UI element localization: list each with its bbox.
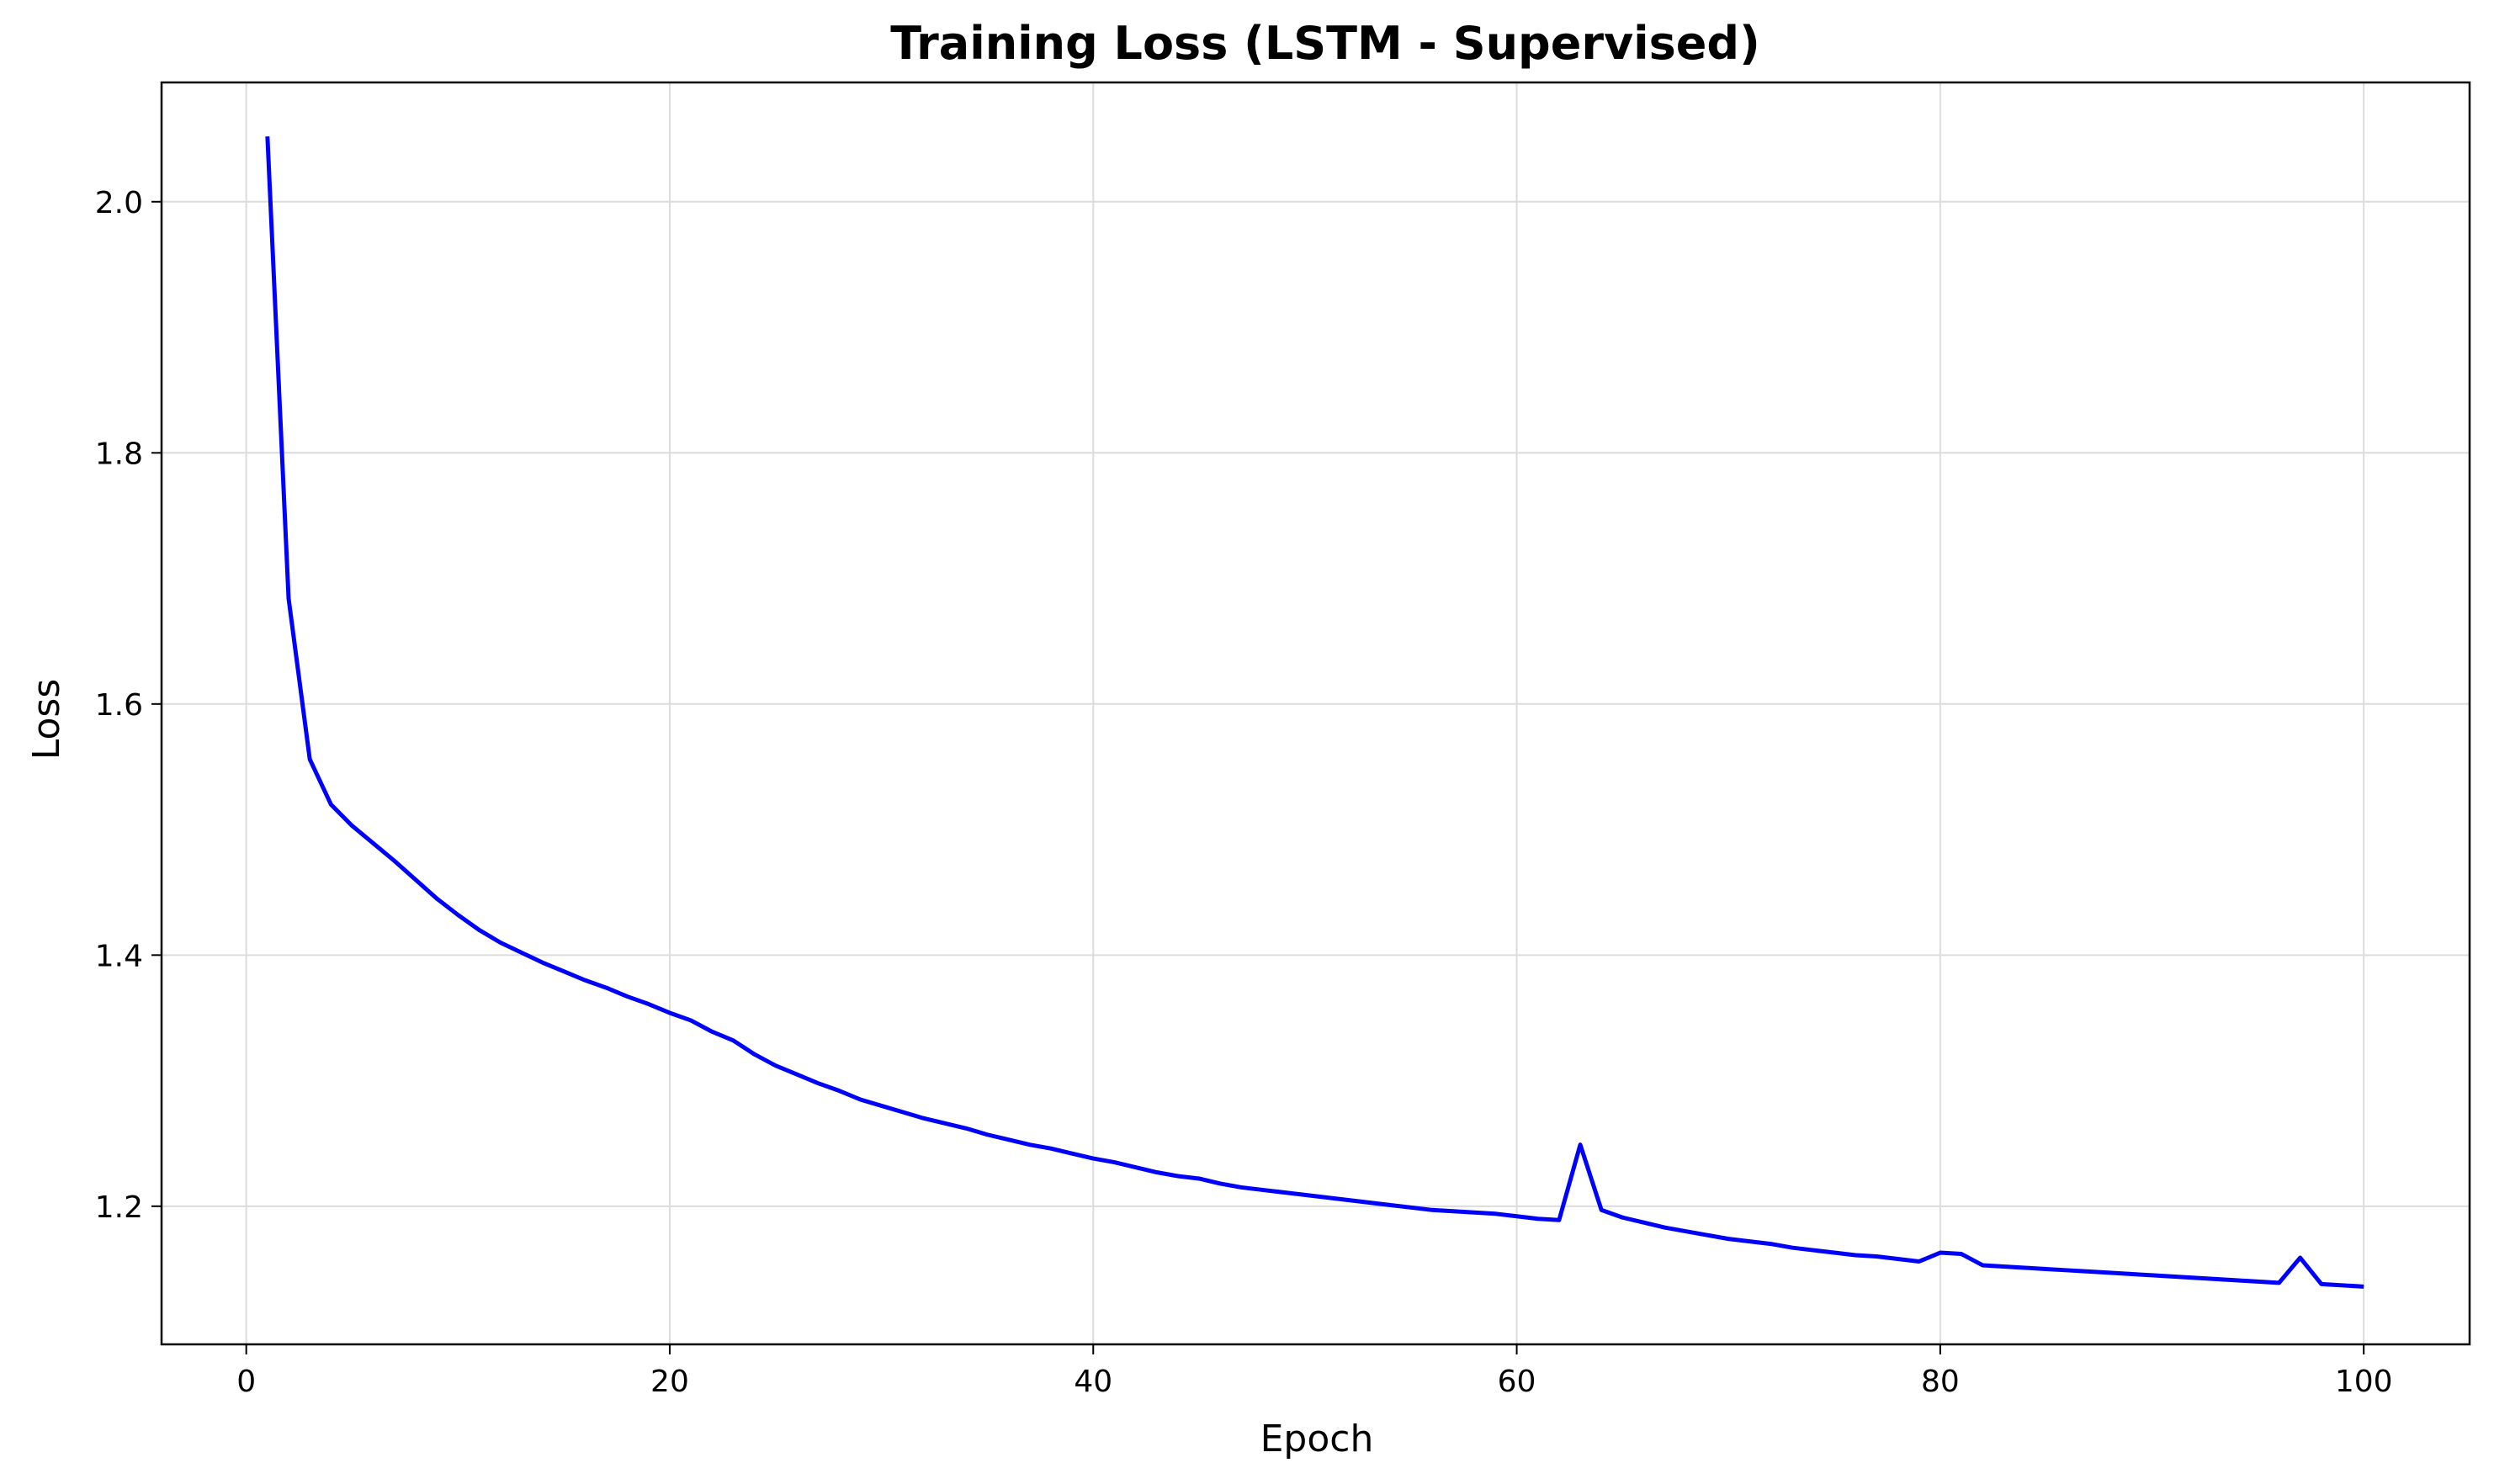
loss-series-line	[265, 136, 2364, 1289]
x-tick-label: 40	[1074, 1365, 1112, 1399]
x-tick-label: 20	[650, 1365, 689, 1399]
series-layer	[265, 136, 2364, 1289]
plot-frame	[160, 81, 2471, 1346]
y-tick-label: 1.6	[95, 688, 143, 723]
grid	[162, 82, 2470, 1344]
y-tick-label: 1.2	[95, 1190, 143, 1225]
x-tick-label: 0	[236, 1365, 256, 1399]
x-axis-label: Epoch	[1260, 1418, 1374, 1460]
y-tick-label: 1.8	[95, 437, 143, 471]
y-tick-label: 1.4	[95, 939, 143, 973]
ticks: 0 20 40 60 80 100 1.2 1.4 1.6 1.8 2.0	[95, 186, 2393, 1399]
y-axis-label: Loss	[25, 679, 68, 761]
x-tick-label: 60	[1498, 1365, 1536, 1399]
chart-title: Training Loss (LSTM - Supervised)	[890, 17, 1760, 70]
x-tick-label: 100	[2335, 1365, 2393, 1399]
x-tick-label: 80	[1921, 1365, 1960, 1399]
y-tick-label: 2.0	[95, 186, 143, 220]
